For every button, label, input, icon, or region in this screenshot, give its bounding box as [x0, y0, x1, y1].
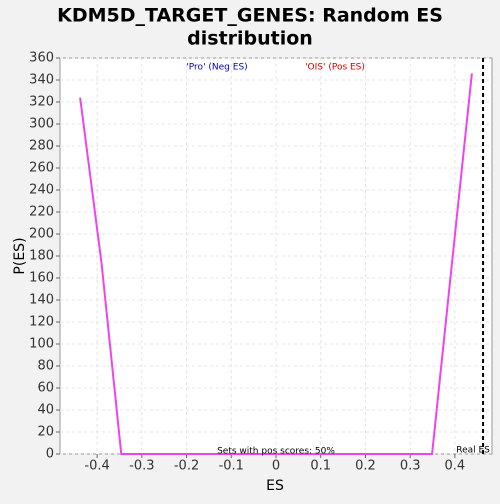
x-tick-label: 0.3: [400, 459, 421, 474]
y-tick-label: 360: [29, 51, 54, 66]
real-es-label: Real ES: [456, 446, 490, 456]
y-tick-label: 20: [37, 425, 54, 440]
y-tick-label: 320: [29, 95, 54, 110]
y-tick-label: 220: [29, 205, 54, 220]
x-tick-label: 0.1: [310, 459, 331, 474]
chart-title: KDM5D_TARGET_GENES: Random ES: [57, 5, 443, 27]
y-tick-label: 260: [29, 161, 54, 176]
x-tick-label: 0.2: [355, 459, 376, 474]
y-axis-label: P(ES): [12, 237, 28, 274]
chart-title: distribution: [187, 28, 313, 50]
y-tick-label: 240: [29, 183, 54, 198]
y-tick-label: 80: [37, 359, 54, 374]
y-tick-label: 160: [29, 271, 54, 286]
legend-entry: 'Pro' (Neg ES): [186, 63, 247, 73]
x-tick-label: -0.4: [84, 459, 109, 474]
line-series: [79, 73, 473, 455]
y-tick-label: 140: [29, 293, 54, 308]
legend-entry: 'OIS' (Pos ES): [305, 63, 365, 73]
y-tick-label: 300: [29, 117, 54, 132]
y-tick-label: 0: [46, 447, 54, 462]
y-tick-label: 60: [37, 381, 54, 396]
x-axis-label: ES: [266, 478, 284, 494]
y-tick-label: 200: [29, 227, 54, 242]
y-tick-label: 120: [29, 315, 54, 330]
y-tick-label: 180: [29, 249, 54, 264]
y-tick-label: 280: [29, 139, 54, 154]
y-tick-label: 40: [37, 403, 54, 418]
x-tick-label: -0.1: [219, 459, 244, 474]
x-tick-label: -0.2: [174, 459, 199, 474]
x-tick-label: 0: [272, 459, 280, 474]
x-tick-label: 0.4: [445, 459, 466, 474]
y-tick-label: 100: [29, 337, 54, 352]
x-tick-label: -0.3: [129, 459, 154, 474]
annotation: Sets with pos scores: 50%: [217, 447, 335, 457]
y-tick-label: 340: [29, 73, 54, 88]
